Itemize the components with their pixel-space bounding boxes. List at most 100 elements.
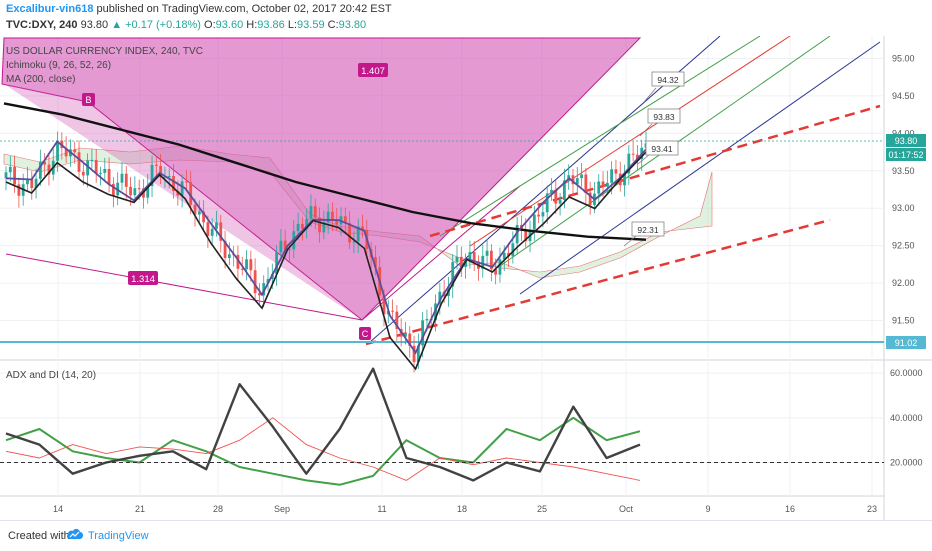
candle-body — [258, 293, 261, 296]
adx-pane[interactable] — [0, 362, 884, 496]
candle-body — [631, 153, 635, 155]
adx-line — [5, 367, 641, 482]
candle-body — [481, 255, 485, 269]
last-price-badge: 93.80 — [886, 134, 926, 147]
candle-body — [627, 153, 631, 174]
tradingview-cloud-icon[interactable] — [66, 527, 84, 541]
candle-body — [262, 283, 266, 296]
candle-body — [180, 181, 184, 196]
candle-body — [550, 189, 553, 194]
candle-body — [361, 226, 364, 231]
candle-body — [584, 174, 588, 193]
pattern-label-c: C — [359, 327, 371, 340]
ohlc-legend: TVC:DXY, 240 93.80 ▲ +0.17 (+0.18%) O:93… — [6, 19, 366, 31]
candle-body — [562, 180, 566, 201]
candle-body — [176, 191, 180, 196]
candle-body — [111, 183, 115, 196]
candle-body — [588, 192, 592, 206]
price-pane-title: US DOLLAR CURRENCY INDEX, 240, TVC — [6, 46, 203, 57]
candle-body — [43, 161, 47, 165]
svg-text:94.32: 94.32 — [657, 75, 679, 85]
candle-body — [382, 295, 386, 315]
candle-body — [223, 240, 227, 258]
price-tick-label: 92.00 — [892, 278, 915, 288]
candle-body — [438, 291, 442, 304]
candle-body — [163, 176, 167, 178]
price-tick-label: 95.00 — [892, 53, 915, 63]
adx-tick-label: 40.0000 — [890, 413, 923, 423]
published-text: published on TradingView.com, October 02… — [96, 3, 392, 15]
candle-body — [26, 178, 29, 185]
candle-body — [159, 165, 163, 178]
candle-body — [391, 310, 394, 312]
candle-body — [532, 214, 536, 230]
candle-body — [86, 160, 90, 176]
chart-canvas[interactable]: B C 1.407 1.314 94.32 93.83 93.41 92.31 … — [0, 36, 932, 520]
candle-body — [146, 185, 150, 198]
price-tick-label: 94.00 — [892, 128, 915, 138]
footer: Created with TradingView — [0, 520, 932, 551]
ichimoku-legend[interactable]: Ichimoku (9, 26, 52, 26) — [6, 60, 111, 71]
candle-body — [408, 333, 412, 346]
time-tick-label: 23 — [867, 504, 877, 514]
candle-body — [580, 174, 583, 179]
price-axis[interactable]: 91.50 92.00 92.50 93.00 93.50 94.00 94.50 95.00 — [892, 53, 915, 325]
ichimoku-base-line — [5, 151, 647, 371]
adx-pane-title[interactable]: ADX and DI (14, 20) — [6, 370, 96, 381]
candle-body — [296, 223, 300, 232]
candle-body — [266, 279, 270, 284]
open-value: 93.60 — [215, 19, 244, 31]
support-badge: 91.02 — [886, 336, 926, 349]
candle-body — [524, 230, 528, 242]
candle-body — [137, 188, 141, 190]
svg-text:91.02: 91.02 — [895, 338, 918, 348]
publish-info: Excalibur-vin618 published on TradingVie… — [6, 3, 392, 15]
adx-axis[interactable]: 20.0000 40.0000 60.0000 — [0, 368, 923, 468]
author-link[interactable]: Excalibur-vin618 — [6, 3, 94, 15]
svg-text:93.41: 93.41 — [651, 144, 673, 154]
low-label: L: — [287, 19, 298, 31]
callout-93-41: 93.41 — [637, 140, 679, 165]
candle-body — [219, 222, 223, 241]
ma-200-line — [3, 102, 647, 241]
chart-header: Excalibur-vin618 published on TradingVie… — [0, 0, 932, 36]
candle-body — [515, 224, 519, 244]
callout-94-32: 94.32 — [643, 71, 685, 103]
countdown-badge: 01:17:52 — [886, 148, 926, 161]
candle-body — [17, 184, 21, 196]
candle-body — [554, 189, 558, 204]
candle-body — [236, 254, 240, 269]
candle-body — [356, 226, 360, 242]
candle-body — [451, 262, 455, 287]
candle-body — [416, 345, 420, 362]
candle-body — [537, 214, 541, 217]
candle-body — [597, 181, 601, 194]
open-label: O: — [204, 19, 216, 31]
svg-text:92.31: 92.31 — [637, 225, 659, 235]
candle-body — [90, 159, 94, 161]
svg-text:C: C — [362, 329, 369, 339]
time-axis[interactable]: 14 21 28 Sep 11 18 25 Oct 9 16 23 — [53, 504, 877, 514]
candle-body — [636, 154, 639, 160]
candle-body — [275, 252, 279, 274]
candle-body — [245, 259, 248, 270]
candle-body — [172, 176, 175, 192]
ratio-label-lower: 1.314 — [128, 271, 158, 285]
time-tick-label: 21 — [135, 504, 145, 514]
candle-body — [373, 257, 377, 268]
time-tick-label: 11 — [377, 504, 386, 514]
candle-body — [404, 333, 407, 337]
candle-body — [352, 241, 356, 243]
candle-body — [605, 182, 609, 187]
svg-text:1.314: 1.314 — [131, 274, 155, 285]
candle-body — [56, 140, 59, 161]
candle-body — [185, 181, 188, 183]
price-tick-label: 93.50 — [892, 166, 915, 176]
candle-body — [197, 211, 201, 215]
tradingview-link[interactable]: TradingView — [88, 530, 149, 542]
ma-legend[interactable]: MA (200, close) — [6, 74, 75, 85]
candle-body — [107, 168, 111, 184]
price-tick-label: 91.50 — [892, 316, 915, 326]
adx-tick-label: 20.0000 — [890, 458, 923, 468]
close-value: 93.80 — [338, 19, 367, 31]
